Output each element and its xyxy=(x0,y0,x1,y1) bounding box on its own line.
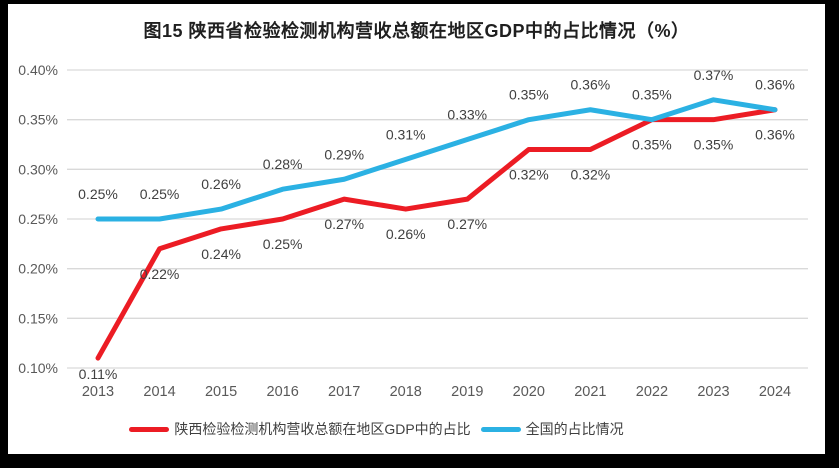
x-axis-tick-label: 2016 xyxy=(267,384,299,400)
data-label: 0.28% xyxy=(263,156,303,172)
y-axis-tick-label: 0.10% xyxy=(18,360,58,376)
series-line-0 xyxy=(95,107,778,361)
series-line-1 xyxy=(95,97,778,222)
legend-label-national: 全国的占比情况 xyxy=(525,421,624,437)
x-axis-tick-label: 2017 xyxy=(328,384,360,400)
x-axis-tick-label: 2020 xyxy=(513,384,545,400)
y-axis-tick-label: 0.30% xyxy=(18,161,58,177)
legend-swatch-shaanxi-line xyxy=(129,426,170,432)
data-label: 0.24% xyxy=(201,246,241,262)
x-axis-tick-label: 2024 xyxy=(759,384,791,400)
data-label: 0.31% xyxy=(386,126,426,142)
chart-canvas: 图15 陕西省检验检测机构营收总额在地区GDP中的占比情况（%） 0.10% 0.… xyxy=(8,4,825,454)
data-label: 0.35% xyxy=(632,137,672,153)
data-label: 0.35% xyxy=(632,87,672,103)
x-axis-tick-label: 2018 xyxy=(390,384,422,400)
data-label: 0.27% xyxy=(447,216,487,232)
data-label: 0.25% xyxy=(263,236,303,252)
data-label: 0.29% xyxy=(324,146,364,162)
data-label: 0.32% xyxy=(509,166,549,182)
x-axis-tick-label: 2015 xyxy=(205,384,237,400)
data-label: 0.33% xyxy=(447,107,487,123)
x-axis-tick-label: 2021 xyxy=(574,384,606,400)
chart-legend: 陕西检验检测机构营收总额在地区GDP中的占比 全国的占比情况 xyxy=(0,419,785,439)
data-label: 0.36% xyxy=(755,127,795,143)
line-chart-plot: 0.10% 0.15% 0.20% 0.25% 0.30% 0.35% 0.40% 2013 2… xyxy=(18,62,808,400)
legend-item-national[interactable]: 全国的占比情况 xyxy=(480,419,624,439)
data-label: 0.11% xyxy=(79,366,118,382)
data-label: 0.36% xyxy=(755,77,795,93)
data-label: 0.27% xyxy=(324,216,364,232)
x-axis-tick-label: 2019 xyxy=(451,384,483,400)
data-label: 0.32% xyxy=(571,166,611,182)
legend-swatch-national-line xyxy=(480,426,521,432)
y-axis-tick-label: 0.25% xyxy=(18,211,58,227)
data-label: 0.26% xyxy=(201,176,241,192)
data-label: 0.22% xyxy=(140,266,180,282)
y-axis-tick-label: 0.20% xyxy=(18,261,58,277)
chart-title: 图15 陕西省检验检测机构营收总额在地区GDP中的占比情况（%） xyxy=(143,21,690,41)
data-label: 0.35% xyxy=(509,87,549,103)
data-label: 0.35% xyxy=(694,137,734,153)
x-axis-tick-label: 2023 xyxy=(697,384,729,400)
data-label: 0.25% xyxy=(140,186,180,202)
data-label: 0.37% xyxy=(694,67,734,83)
data-label: 0.25% xyxy=(78,186,118,202)
x-axis-tick-label: 2014 xyxy=(143,384,175,400)
legend-item-shaanxi[interactable]: 陕西检验检测机构营收总额在地区GDP中的占比 xyxy=(129,419,471,439)
legend-label-shaanxi: 陕西检验检测机构营收总额在地区GDP中的占比 xyxy=(174,421,471,437)
y-axis-tick-label: 0.35% xyxy=(18,112,58,128)
y-axis-tick-label: 0.15% xyxy=(18,310,58,326)
x-axis-tick-label: 2013 xyxy=(82,384,114,400)
data-label: 0.26% xyxy=(386,226,426,242)
x-axis-tick-label: 2022 xyxy=(636,384,668,400)
y-axis-tick-label: 0.40% xyxy=(18,62,58,78)
data-label: 0.36% xyxy=(571,77,611,93)
